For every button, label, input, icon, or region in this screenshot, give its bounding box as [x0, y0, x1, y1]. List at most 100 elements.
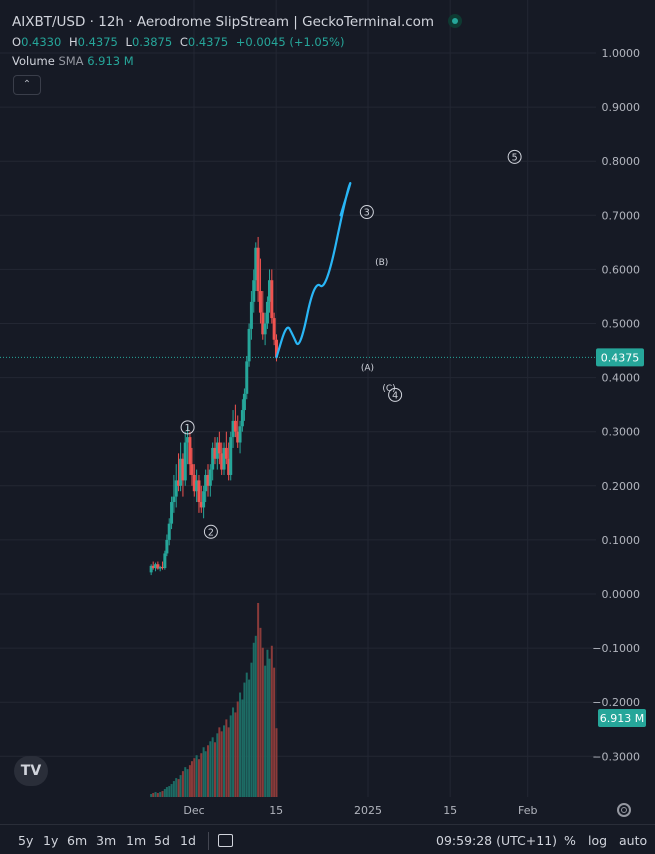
- candle-body: [227, 458, 231, 475]
- candle-body: [258, 291, 262, 313]
- candle: [197, 474, 201, 513]
- wave-label-text: (B): [375, 258, 388, 268]
- calendar-icon[interactable]: [218, 834, 233, 847]
- candle: [240, 399, 244, 432]
- auto-scale-toggle[interactable]: auto: [619, 833, 648, 848]
- volume-bar: [266, 649, 269, 797]
- candle-body: [183, 442, 187, 481]
- candle-body: [229, 437, 233, 475]
- volume-bar: [202, 747, 205, 797]
- candle-body: [197, 480, 201, 503]
- candlesticks: [149, 236, 278, 576]
- candle-body: [165, 539, 169, 554]
- volume-bar: [229, 715, 232, 797]
- candle-body: [154, 564, 158, 569]
- candle: [163, 550, 167, 570]
- high-label: H: [68, 35, 78, 49]
- volume-bar: [150, 794, 153, 797]
- clock[interactable]: 09:59:28 (UTC+11): [436, 833, 558, 848]
- volume-bar: [234, 712, 237, 797]
- percent-scale-toggle[interactable]: %: [564, 833, 576, 848]
- volume-bar: [165, 787, 168, 797]
- price-tick-label: 0.7000: [602, 209, 641, 222]
- volume-bar: [154, 792, 157, 797]
- candle: [217, 431, 221, 465]
- chart-title-text: AIXBT/USD · 12h · Aerodrome SlipStream |…: [12, 14, 435, 30]
- candle: [181, 453, 185, 497]
- volume-legend[interactable]: Volume SMA 6.913 M: [12, 54, 134, 68]
- timeframe-1d[interactable]: 1d: [180, 833, 196, 848]
- timeframe-3m[interactable]: 3m: [96, 833, 117, 848]
- candle-body: [247, 328, 251, 362]
- timeframe-1y[interactable]: 1y: [43, 833, 59, 848]
- time-tick-label: Feb: [518, 804, 537, 817]
- candle: [204, 469, 208, 503]
- candle-body: [188, 437, 192, 465]
- collapse-legend-button[interactable]: ⌃: [13, 75, 41, 95]
- candle: [227, 442, 231, 481]
- candle-body: [172, 496, 176, 503]
- volume-bar: [227, 727, 230, 797]
- volume-bar: [245, 672, 248, 797]
- candle: [249, 291, 253, 340]
- candle-body: [233, 420, 237, 432]
- price-tick-label: 1.0000: [602, 47, 641, 60]
- candle: [151, 561, 155, 570]
- chart-grid: [0, 0, 596, 797]
- candle: [247, 323, 251, 367]
- volume-bar: [193, 758, 196, 797]
- bottom-toolbar: 5y 1y 6m 3m 1m 5d 1d 09:59:28 (UTC+11) %…: [0, 824, 655, 854]
- candle-body: [272, 318, 276, 340]
- volume-bar: [243, 682, 246, 797]
- candle: [267, 269, 271, 313]
- candle: [263, 312, 267, 346]
- price-tick-label: 0.2000: [602, 480, 641, 493]
- volume-bar: [172, 781, 175, 797]
- candle-body: [231, 420, 235, 438]
- time-tick-label: 15: [443, 804, 457, 817]
- volume-sma-label: SMA: [58, 54, 84, 68]
- candle: [224, 431, 228, 465]
- timeframe-6m[interactable]: 6m: [67, 833, 88, 848]
- candle: [252, 269, 256, 313]
- wave-label: (A): [361, 363, 374, 373]
- candle: [238, 420, 242, 454]
- open-label: O: [12, 35, 22, 49]
- candle: [258, 258, 262, 324]
- volume-bar: [209, 741, 212, 797]
- candle: [261, 291, 265, 340]
- timeframe-5d[interactable]: 5d: [154, 833, 170, 848]
- log-scale-toggle[interactable]: log: [588, 833, 608, 848]
- time-tick-label: 15: [269, 804, 283, 817]
- wave-label: (C): [382, 384, 395, 394]
- volume-bar: [261, 647, 264, 797]
- volume-bar: [259, 627, 262, 797]
- chevron-up-icon: ⌃: [22, 79, 32, 90]
- candle-body: [254, 247, 258, 281]
- candle: [256, 236, 260, 302]
- candle: [242, 388, 246, 421]
- candle-body: [252, 280, 256, 302]
- candle-body: [238, 426, 242, 443]
- candle-body: [174, 480, 178, 497]
- timeframe-5y[interactable]: 5y: [18, 833, 34, 848]
- close-label: C: [179, 35, 188, 49]
- candle: [190, 447, 194, 486]
- volume-bar: [161, 791, 164, 797]
- candle-body: [149, 565, 153, 573]
- price-tick-label: 0.4000: [602, 372, 641, 385]
- volume-bar: [184, 767, 187, 797]
- tradingview-logo[interactable]: TV: [14, 756, 48, 786]
- volume-bar: [248, 679, 251, 797]
- volume-bar: [220, 731, 223, 797]
- price-tick-label: −0.3000: [592, 750, 640, 763]
- gear-icon[interactable]: [617, 803, 631, 817]
- candle: [158, 565, 162, 572]
- candle: [215, 437, 219, 470]
- volume-bar: [225, 719, 228, 797]
- volume-bar: [250, 662, 253, 797]
- timeframe-1m[interactable]: 1m: [126, 833, 147, 848]
- candle: [179, 442, 183, 492]
- low-label: L: [125, 35, 132, 49]
